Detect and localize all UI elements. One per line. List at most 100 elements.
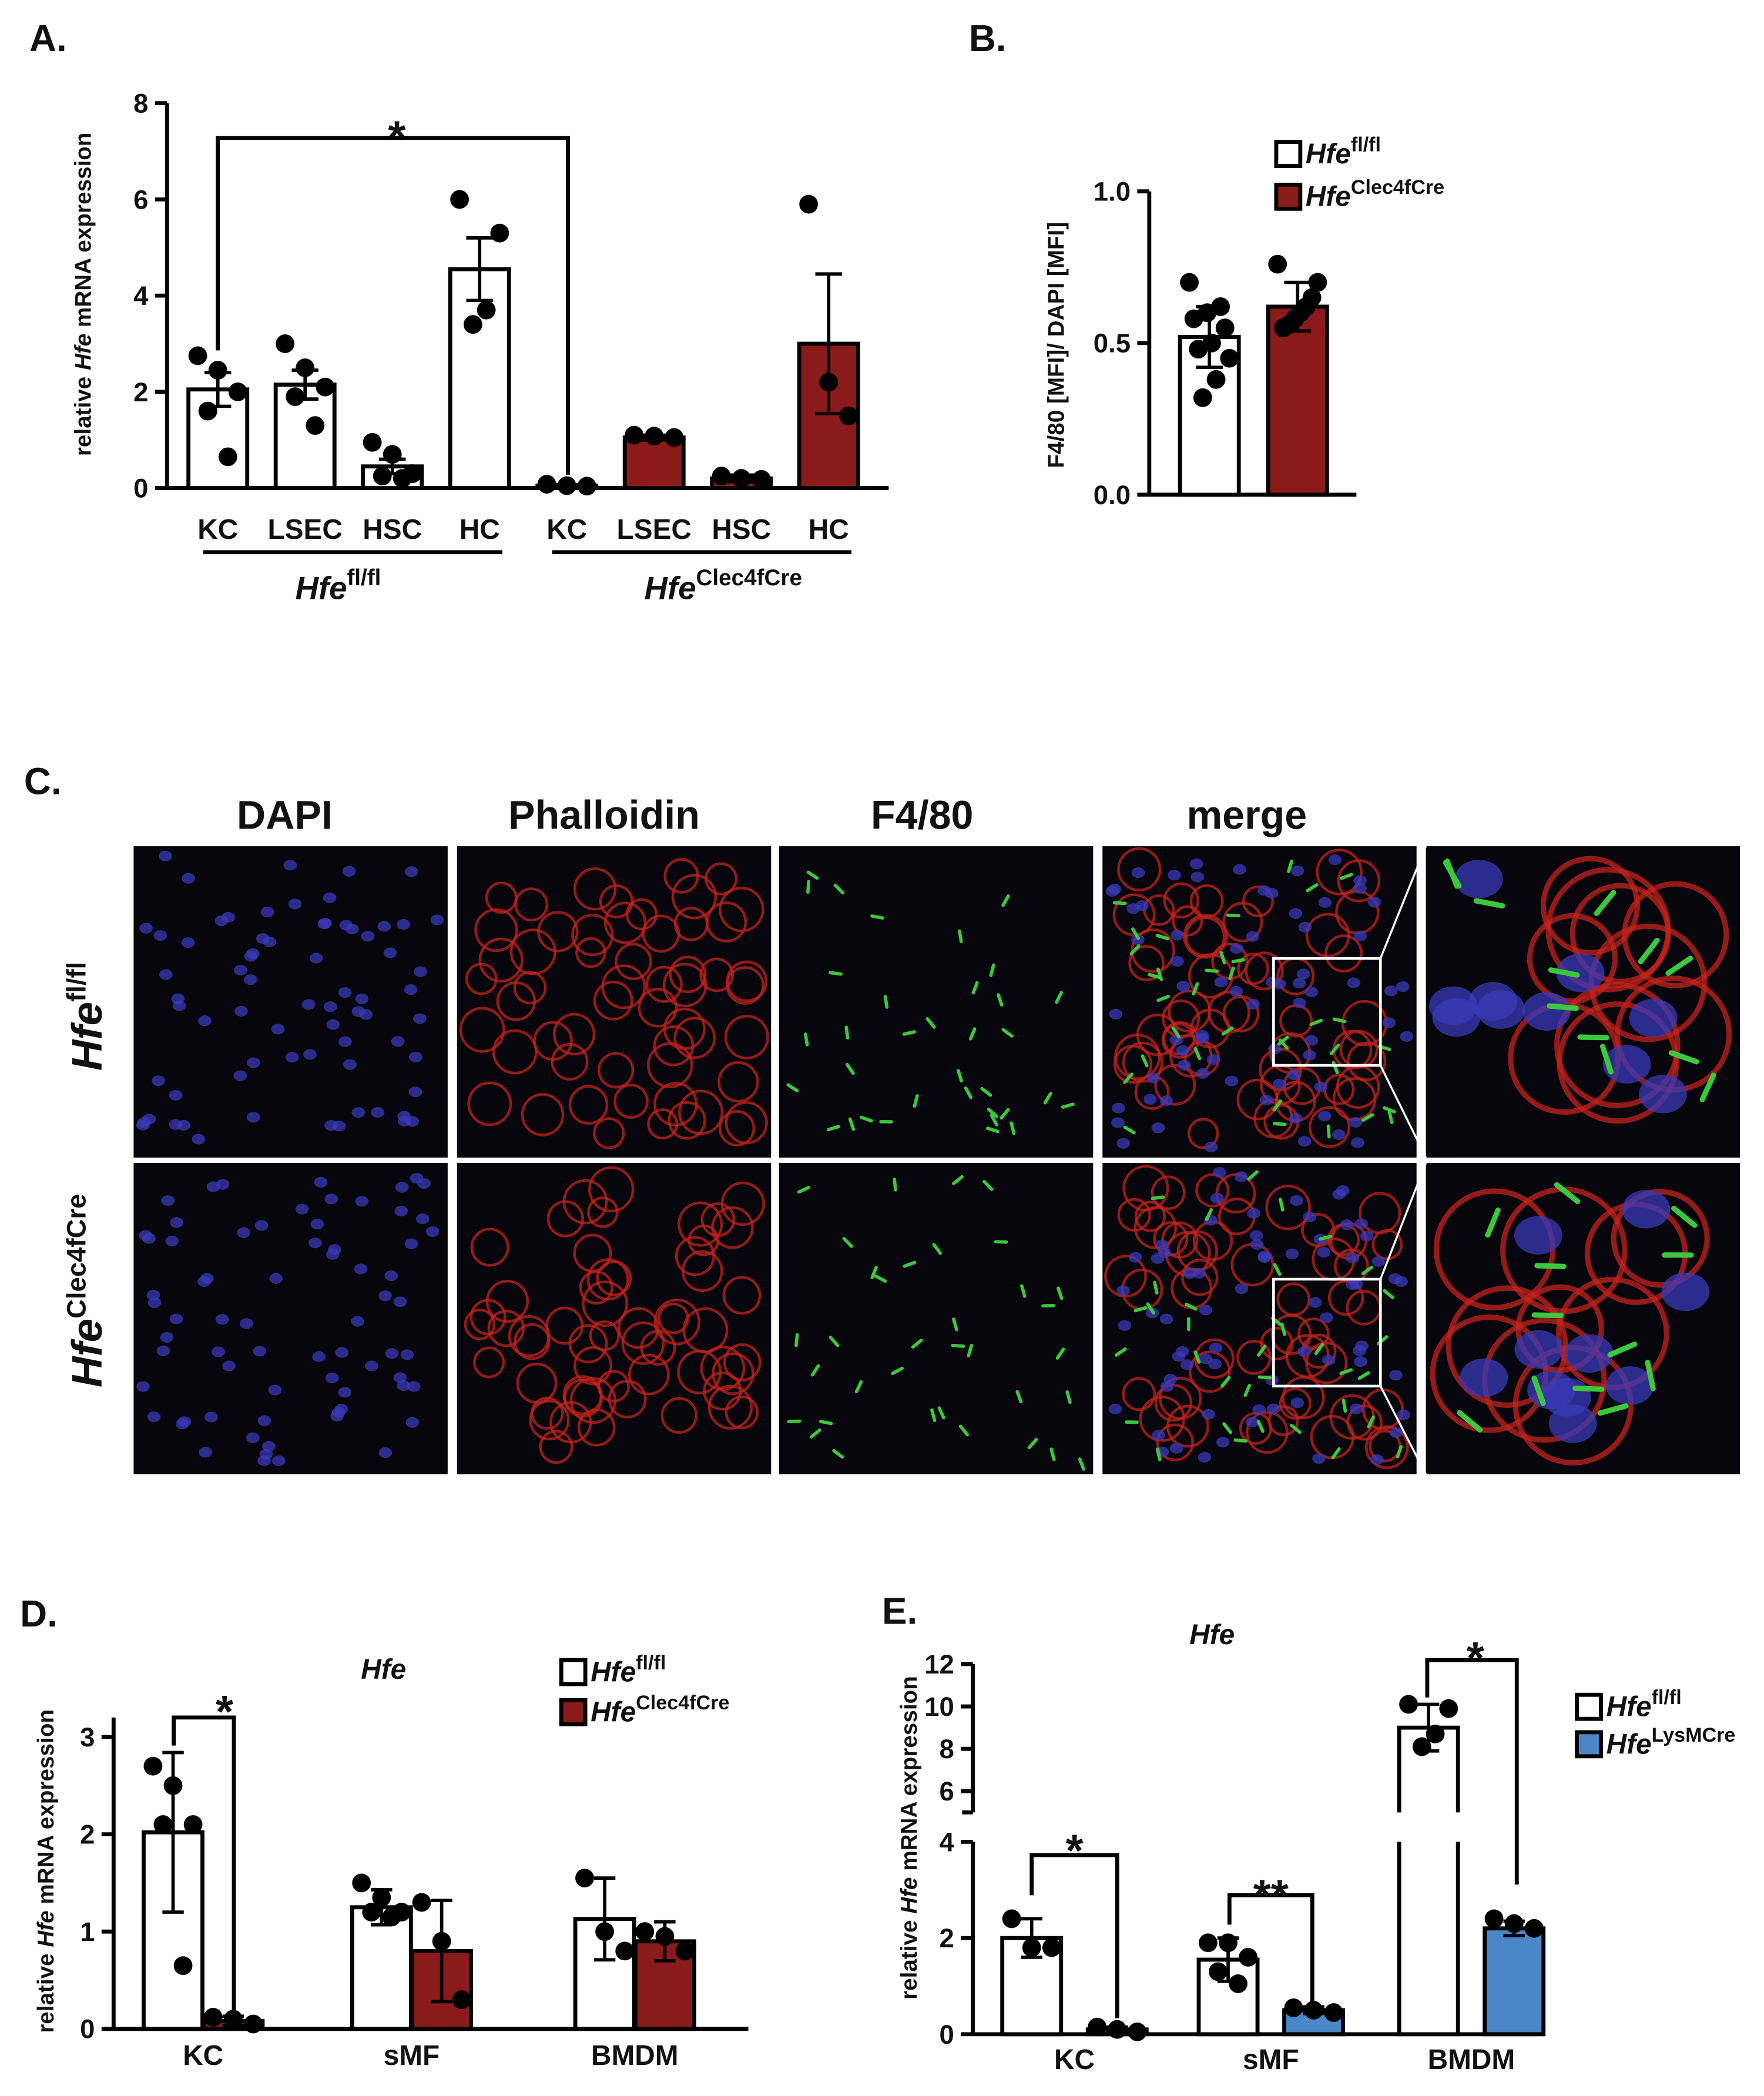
texture (1117, 1198, 1151, 1232)
texture (1340, 1219, 1354, 1230)
texture (597, 1052, 635, 1089)
texture (582, 1280, 628, 1327)
texture (1316, 849, 1363, 896)
texture (1108, 1403, 1122, 1414)
texture (1367, 897, 1381, 908)
texture (1151, 1122, 1165, 1133)
texture (1230, 943, 1243, 954)
texture (1367, 1415, 1375, 1429)
texture (1397, 1409, 1411, 1420)
data-point (183, 1815, 203, 1834)
texture (1111, 1117, 1125, 1128)
texture (1572, 1385, 1605, 1392)
text-part: Hfe (1306, 182, 1351, 213)
text-part: fl/fl (1652, 1686, 1682, 1709)
texture (459, 1007, 505, 1053)
texture (870, 914, 884, 920)
texture (338, 1387, 352, 1398)
texture (1565, 1334, 1614, 1373)
zoom-box (1272, 1277, 1382, 1388)
texture (408, 1086, 422, 1098)
texture (1485, 1208, 1501, 1238)
significance-label: * (1065, 1825, 1084, 1876)
texture (1308, 1297, 1322, 1308)
texture (393, 1296, 407, 1307)
texture (1156, 1447, 1162, 1461)
data-point (1206, 370, 1226, 389)
group-label: HfeClec4fCre (645, 565, 802, 606)
texture (1128, 1252, 1142, 1263)
texture (1214, 977, 1228, 988)
texture (1146, 1302, 1156, 1315)
panel-letter: C. (24, 760, 62, 802)
texture (1123, 1072, 1133, 1084)
texture (1198, 1451, 1212, 1463)
texture (233, 1070, 247, 1081)
texture (1597, 1403, 1629, 1416)
texture (1166, 1404, 1209, 1448)
texture (653, 1025, 695, 1067)
texture (529, 1400, 570, 1441)
texture (326, 1249, 340, 1260)
texture (653, 1082, 698, 1126)
texture (848, 1117, 856, 1131)
texture (1400, 1031, 1414, 1042)
y-tick-label: 4 (133, 281, 149, 311)
texture (338, 1036, 352, 1047)
texture (393, 1372, 407, 1383)
data-point (635, 1922, 655, 1941)
texture (968, 1027, 977, 1041)
y-tick-label: 2 (80, 1820, 95, 1850)
texture (1611, 1189, 1710, 1288)
texture (309, 953, 323, 964)
texture (1514, 1330, 1563, 1369)
texture (1622, 1190, 1671, 1229)
texture (516, 1362, 558, 1404)
bar (1266, 304, 1329, 497)
texture (1061, 1102, 1075, 1109)
texture (1272, 1099, 1283, 1112)
texture (1163, 882, 1200, 918)
texture (1135, 900, 1149, 911)
data-point (665, 428, 684, 447)
texture (1188, 1118, 1219, 1149)
texture (700, 1345, 746, 1391)
texture (1192, 1267, 1206, 1279)
texture (1237, 953, 1269, 985)
texture (404, 866, 418, 877)
texture (1114, 1347, 1127, 1357)
texture (1231, 958, 1246, 964)
texture (1332, 1017, 1347, 1024)
texture (161, 1195, 175, 1206)
texture (171, 993, 185, 1004)
texture (169, 1313, 183, 1324)
texture (1112, 1102, 1125, 1114)
data-point (752, 469, 771, 489)
texture (257, 1415, 271, 1426)
y-tick-label: 3 (80, 1722, 95, 1752)
texture (1131, 927, 1140, 940)
texture (1196, 1068, 1210, 1079)
texture (1245, 951, 1284, 991)
texture (613, 1084, 649, 1119)
data-point (839, 406, 858, 425)
texture (147, 1411, 161, 1423)
texture (404, 984, 418, 995)
texture (956, 1069, 964, 1083)
significance-label: ** (1253, 1871, 1289, 1921)
row-label: Hfefl/fl (62, 962, 111, 1071)
texture (628, 1353, 670, 1396)
data-point (393, 469, 412, 488)
zoom-line (1379, 1162, 1427, 1280)
texture (723, 1343, 762, 1381)
data-point (712, 467, 731, 486)
texture (1639, 1075, 1688, 1114)
texture (718, 1110, 756, 1147)
texture (400, 1349, 414, 1360)
column-label: merge (1186, 793, 1307, 838)
texture (870, 1266, 878, 1279)
texture (1171, 930, 1184, 941)
texture (1314, 1081, 1328, 1092)
texture (1057, 1286, 1064, 1300)
texture (1328, 854, 1342, 866)
